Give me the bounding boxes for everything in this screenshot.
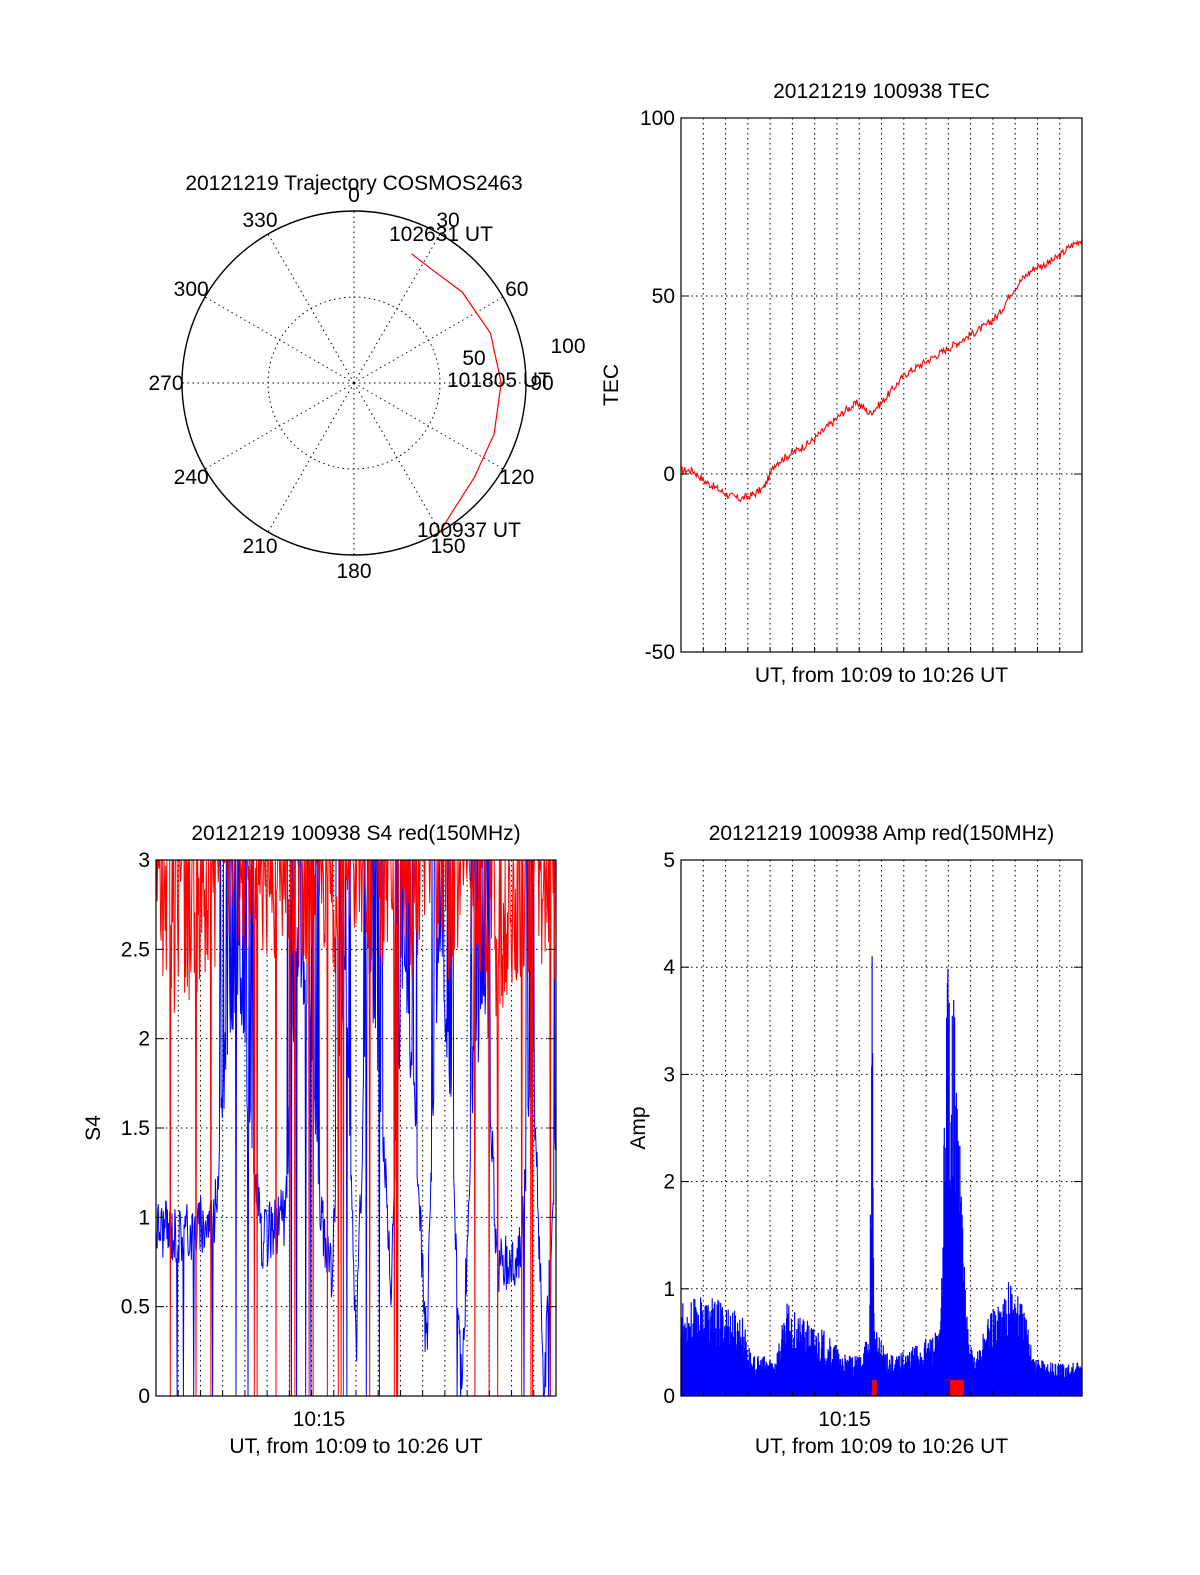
tec-chart: 20121219 100938 TEC -50 0 50 100 UT, from 10:… (600, 80, 1083, 687)
grid-lines (681, 860, 1082, 1396)
y-tick-label: 4 (663, 956, 675, 979)
polar-angle-tick-label: 300 (174, 278, 209, 301)
chart-title: 20121219 100938 Amp red(150MHz) (709, 822, 1055, 845)
grid-lines (681, 118, 1082, 652)
polar-trajectory-chart: 20121219 Trajectory COSMOS2463 0 30 60 90 12… (148, 172, 585, 583)
y-tick-label: 0 (663, 463, 675, 486)
series-2 (872, 1379, 965, 1396)
polar-grid (181, 210, 527, 556)
y-tick-label: 1 (138, 1206, 150, 1229)
polar-annotation: 100937 UT (417, 519, 521, 542)
polar-angle-tick-label: 210 (242, 535, 277, 558)
polar-radial-tick-label: 50 (462, 347, 485, 370)
polar-angle-tick-label: 330 (242, 209, 277, 232)
y-tick-label: 2.5 (121, 938, 150, 961)
y-tick-label: 0 (138, 1385, 150, 1408)
amp-chart: 20121219 100938 Amp red(150MHz) 0 1 2 3 4 5 10:… (627, 822, 1083, 1458)
y-tick-label: 2 (663, 1171, 675, 1194)
y-tick-label: 3 (663, 1063, 675, 1086)
y-axis-label: TEC (600, 364, 623, 406)
x-axis-label: UT, from 10:09 to 10:26 UT (755, 664, 1008, 687)
polar-spoke (204, 382, 355, 470)
y-tick-label: 3 (138, 849, 150, 872)
polar-annotation: 102631 UT (389, 223, 493, 246)
polar-spoke (353, 382, 504, 470)
x-tick-label: 10:15 (818, 1408, 871, 1431)
polar-angle-tick-label: 60 (505, 278, 528, 301)
polar-spoke (353, 296, 504, 384)
grid-lines (156, 860, 556, 1396)
y-tick-label: 0 (663, 1385, 675, 1408)
polar-angle-tick-label: 0 (348, 184, 360, 207)
tec-series-line (680, 239, 1083, 503)
polar-series (411, 253, 502, 533)
chart-title: 20121219 100938 S4 red(150MHz) (191, 822, 520, 845)
polar-annotation: 101805 UT (447, 369, 551, 392)
y-tick-label: 0.5 (121, 1296, 150, 1319)
polar-spoke (204, 296, 355, 384)
polar-chart-title: 20121219 Trajectory COSMOS2463 (185, 172, 522, 195)
amp-red-marker (949, 1379, 965, 1396)
series-1 (680, 239, 1083, 503)
polar-annotations: 102631 UT 101805 UT 100937 UT (389, 223, 551, 542)
polar-trajectory-line (411, 253, 502, 533)
polar-spoke (353, 233, 441, 384)
polar-angle-tick-label: 90 (530, 372, 553, 395)
chart-title: 20121219 100938 TEC (773, 80, 990, 103)
polar-angle-ticks: 0 30 60 90 120 150 180 210 240 270 300 330 (148, 184, 553, 583)
polar-spoke (267, 382, 355, 533)
y-axis-label: Amp (627, 1106, 650, 1149)
polar-angle-tick-label: 270 (148, 372, 183, 395)
polar-radial-tick-label: 100 (550, 335, 585, 358)
polar-angle-tick-label: 240 (174, 466, 209, 489)
polar-angle-tick-label: 120 (499, 466, 534, 489)
x-axis-label: UT, from 10:09 to 10:26 UT (229, 1435, 482, 1458)
y-tick-label: -50 (645, 641, 675, 664)
y-tick-label: 1.5 (121, 1117, 150, 1140)
y-tick-label: 50 (652, 285, 675, 308)
y-tick-label: 5 (663, 849, 675, 872)
y-axis-label: S4 (82, 1115, 105, 1141)
polar-angle-tick-label: 180 (336, 560, 371, 583)
y-tick-label: 100 (640, 107, 675, 130)
polar-outer-circle (181, 210, 527, 556)
y-tick-label: 2 (138, 1028, 150, 1051)
polar-angle-tick-label: 30 (436, 209, 459, 232)
y-tick-label: 1 (663, 1278, 675, 1301)
polar-radial-ticks: 50 100 (462, 335, 585, 370)
polar-spoke (267, 233, 355, 384)
polar-spoke (353, 382, 441, 533)
polar-angle-tick-label: 150 (430, 535, 465, 558)
x-axis-label: UT, from 10:09 to 10:26 UT (755, 1435, 1008, 1458)
s4-chart: 20121219 100938 S4 red(150MHz) 0 0.5 1 1.5 2 2… (82, 822, 557, 1458)
x-tick-label: 10:15 (293, 1408, 346, 1431)
amp-red-marker (872, 1379, 877, 1396)
